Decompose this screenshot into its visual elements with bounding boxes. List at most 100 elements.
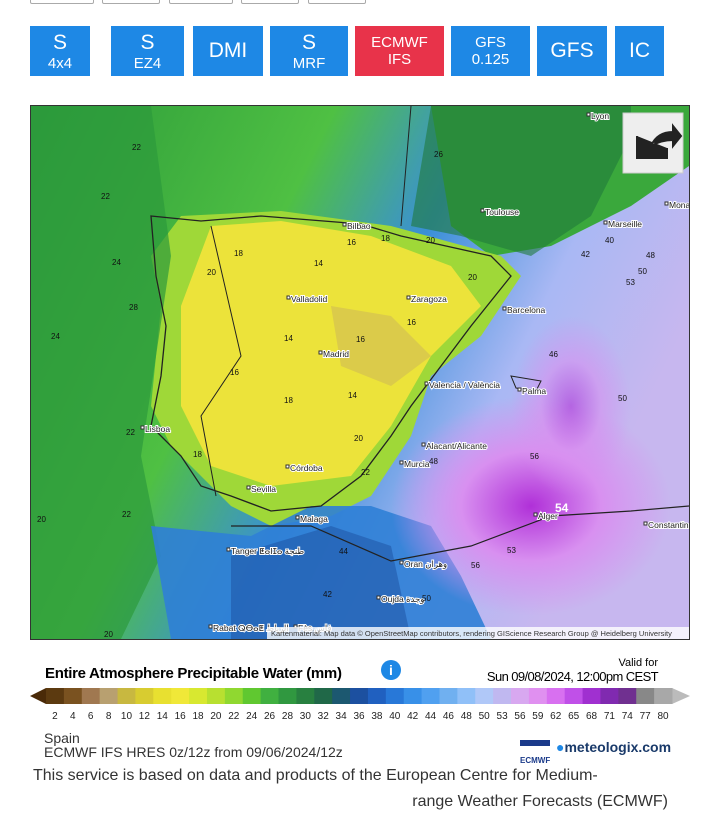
- city-dot: [399, 460, 404, 465]
- colorbar-label: 18: [192, 711, 204, 722]
- colorbar-label: 30: [300, 711, 312, 722]
- model-tab[interactable]: IC: [615, 26, 664, 76]
- map-value: 42: [581, 250, 590, 259]
- map-value: 50: [638, 267, 647, 276]
- city-dot: [226, 547, 231, 552]
- colorbar-segment: [99, 688, 119, 704]
- colorbar-segment: [367, 688, 387, 704]
- city-label: Marseille: [608, 219, 642, 229]
- city-label: Palma: [522, 386, 546, 396]
- colorbar-segment: [493, 688, 512, 704]
- colorbar-segment: [171, 688, 190, 704]
- map-value: 20: [37, 515, 46, 524]
- colorbar-arrow: [672, 688, 690, 704]
- colorbar-segment: [153, 688, 172, 704]
- colorbar-label: 16: [175, 711, 187, 722]
- colorbar-label: 12: [139, 711, 151, 722]
- city-dot: [424, 381, 429, 386]
- map-value: 18: [234, 249, 243, 258]
- colorbar-label: 80: [657, 711, 669, 722]
- city-label: Murcia: [404, 459, 430, 469]
- model-tab[interactable]: ECMWF IFS: [355, 26, 444, 76]
- map-value: 20: [426, 236, 435, 245]
- colorbar-segment: [475, 688, 494, 704]
- city-label: Córdoba: [290, 463, 323, 473]
- tab-label: DMI: [208, 39, 248, 62]
- map-value: 24: [51, 332, 60, 341]
- colorbar-label: 38: [371, 711, 383, 722]
- map-value: 22: [101, 192, 110, 201]
- colorbar-segment: [63, 688, 83, 704]
- colorbar-label: 24: [246, 711, 258, 722]
- map: Lyon Toulouse Marseille Monaco Bilbao Vallado…: [30, 105, 690, 640]
- colorbar-label: 34: [336, 711, 348, 722]
- city-dot: [533, 512, 538, 517]
- city-label: Bilbao: [347, 221, 371, 231]
- map-value: 40: [605, 236, 614, 245]
- colorbar-segment: [350, 688, 369, 704]
- tab-stub: [169, 0, 233, 4]
- map-value: 50: [618, 394, 627, 403]
- city-label: Zaragoza: [411, 294, 447, 304]
- tab-sub: 0.125: [471, 51, 510, 68]
- city-dot: [421, 442, 426, 447]
- tab-sub: IFS: [387, 51, 412, 68]
- ecmwf-logo: ECMWF: [520, 740, 550, 765]
- city-label: Lyon: [591, 111, 609, 121]
- legend-title: Entire Atmosphere Precipitable Water (mm…: [45, 665, 342, 682]
- colorbar-segment: [403, 688, 423, 704]
- colorbar-label: 26: [264, 711, 276, 722]
- city-label: Monaco: [669, 200, 690, 210]
- info-icon[interactable]: i: [380, 659, 402, 681]
- map-value: 56: [471, 561, 480, 570]
- model-tab[interactable]: GFS 0.125: [451, 26, 530, 76]
- map-value: 16: [230, 368, 239, 377]
- colorbar-segment: [260, 688, 280, 704]
- model-tab[interactable]: GFS: [537, 26, 607, 76]
- tab-label: IC: [629, 39, 650, 62]
- map-value: 14: [314, 259, 323, 268]
- map-value: 26: [434, 150, 443, 159]
- model-tab[interactable]: S EZ4: [111, 26, 184, 76]
- colorbar-label: 28: [282, 711, 294, 722]
- city-label: Alger: [538, 511, 558, 521]
- model-tab[interactable]: DMI: [193, 26, 263, 76]
- colorbar-segment: [332, 688, 351, 704]
- model-tab[interactable]: S MRF: [270, 26, 348, 76]
- map-value: 16: [356, 335, 365, 344]
- tab-label: ECMWF: [371, 34, 428, 51]
- colorbar-segment: [206, 688, 226, 704]
- city-label: Toulouse: [485, 207, 519, 217]
- colorbar-segment: [654, 688, 673, 704]
- city-label: Lisboa: [145, 424, 170, 434]
- colorbar-segment: [636, 688, 655, 704]
- colorbar-segment: [135, 688, 154, 704]
- colorbar-label: 62: [550, 711, 562, 722]
- map-value: 54: [555, 501, 569, 515]
- colorbar-segment: [457, 688, 476, 704]
- map-value: 20: [104, 630, 113, 639]
- map-value: 18: [284, 396, 293, 405]
- city-dot: [286, 295, 291, 300]
- city-dot: [643, 521, 648, 526]
- city-label: Valencia / València: [429, 380, 500, 390]
- map-value: 16: [347, 238, 356, 247]
- city-dot: [502, 306, 507, 311]
- colorbar-label: 8: [106, 711, 112, 722]
- colorbar-segment: [564, 688, 584, 704]
- map-value: 46: [549, 350, 558, 359]
- map-value: 20: [207, 268, 216, 277]
- model-tab[interactable]: S 4x4: [30, 26, 90, 76]
- colorbar-segment: [278, 688, 297, 704]
- map-value: 14: [284, 334, 293, 343]
- city-label: Constantine: [648, 520, 690, 530]
- site-name: meteologix.com: [564, 739, 672, 755]
- tab-label: S: [301, 30, 316, 54]
- tab-stub: [102, 0, 160, 4]
- colorbar-segment: [385, 688, 405, 704]
- colorbar-label: 42: [407, 711, 419, 722]
- city-dot: [342, 222, 347, 227]
- tab-sub: 4x4: [47, 54, 73, 72]
- colorbar-label: 6: [88, 711, 94, 722]
- colorbar-segment: [189, 688, 208, 704]
